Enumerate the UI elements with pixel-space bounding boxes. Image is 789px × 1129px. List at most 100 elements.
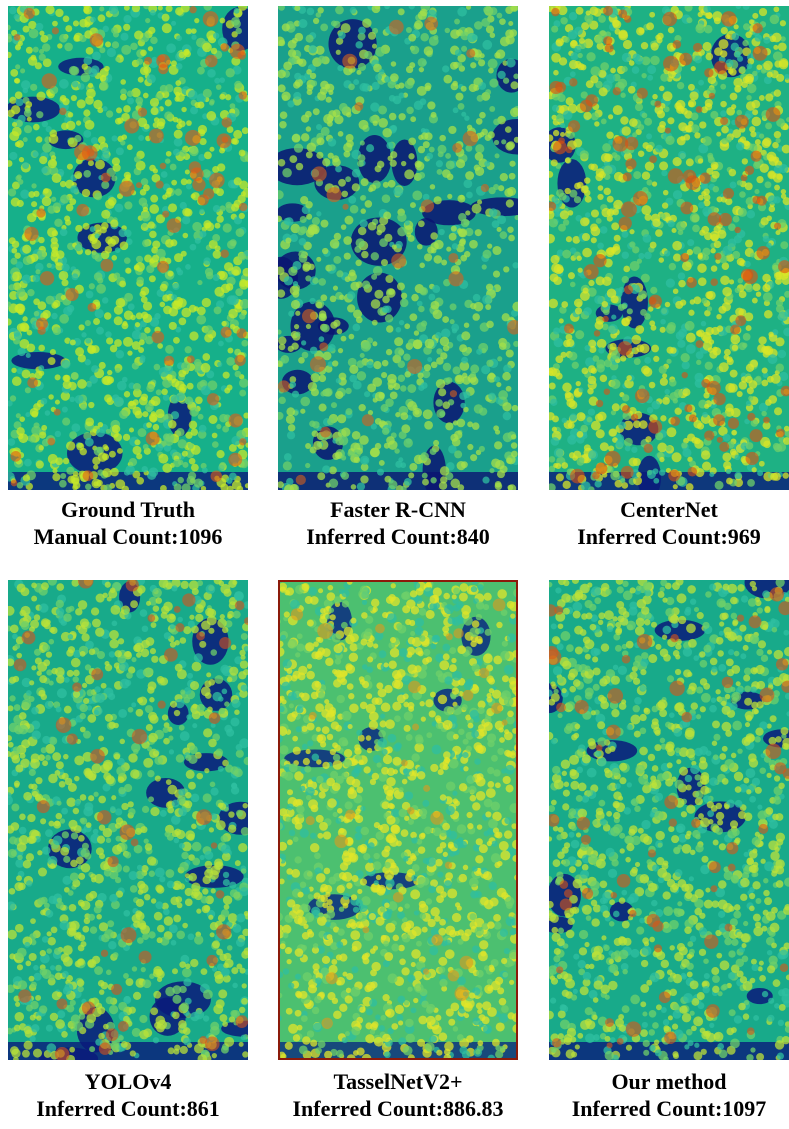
plant-dot xyxy=(720,26,728,35)
plant-dot xyxy=(564,391,572,399)
plant-dot xyxy=(84,249,92,256)
plant-dot xyxy=(374,165,382,173)
plant-dot xyxy=(191,661,202,672)
plant-dot xyxy=(160,611,168,619)
plant-dot xyxy=(514,214,518,221)
plant-dot xyxy=(149,317,160,327)
plant-dot xyxy=(84,802,94,812)
hot-spot xyxy=(688,414,697,423)
plant-dot xyxy=(638,252,645,260)
plant-dot xyxy=(136,864,143,871)
plant-dot xyxy=(115,835,122,842)
plant-dot xyxy=(51,312,58,320)
plant-dot xyxy=(70,657,81,668)
plant-dot xyxy=(612,19,620,28)
plant-dot xyxy=(278,190,284,200)
plant-dot xyxy=(301,340,307,346)
plant-dot xyxy=(102,827,113,838)
plant-dot xyxy=(780,36,786,42)
plant-dot xyxy=(553,20,561,28)
plant-dot xyxy=(659,213,666,220)
plant-dot xyxy=(372,341,378,347)
plant-dot xyxy=(316,137,325,146)
plant-dot xyxy=(596,359,606,369)
plant-dot xyxy=(172,148,181,156)
hot-spot xyxy=(209,172,225,189)
hot-spot xyxy=(342,53,358,69)
plant-dot xyxy=(400,485,407,490)
plant-dot xyxy=(304,110,312,118)
plant-dot xyxy=(39,155,48,165)
plant-dot xyxy=(647,74,654,81)
hot-spot xyxy=(603,36,613,46)
plant-dot xyxy=(378,117,388,128)
hot-spot xyxy=(603,6,614,16)
plant-dot xyxy=(162,463,173,473)
hot-spot xyxy=(740,268,754,281)
plant-dot xyxy=(598,15,606,23)
plant-dot xyxy=(786,117,789,123)
plant-dot xyxy=(728,168,737,177)
plant-dot xyxy=(200,462,207,469)
plant-dot xyxy=(220,1045,229,1054)
plant-dot xyxy=(219,17,226,24)
hot-spot xyxy=(189,6,197,14)
plant-dot xyxy=(328,466,337,475)
plant-dot xyxy=(140,49,147,57)
plant-dot xyxy=(163,364,174,375)
plant-dot xyxy=(119,409,129,419)
plant-dot xyxy=(586,52,596,62)
hot-spot xyxy=(734,114,749,129)
plant-dot xyxy=(723,461,732,470)
plant-dot xyxy=(49,349,56,356)
plant-dot xyxy=(710,110,719,119)
plant-dot xyxy=(202,169,211,178)
plant-dot xyxy=(386,325,394,333)
plant-dot xyxy=(52,326,62,336)
plant-dot xyxy=(184,873,190,879)
plant-dot xyxy=(747,57,755,65)
plant-dot xyxy=(307,382,318,392)
plant-dot xyxy=(492,270,501,278)
plant-dot xyxy=(296,58,304,65)
plant-dot xyxy=(702,461,712,471)
plant-dot xyxy=(746,209,756,219)
plant-dot xyxy=(94,966,104,975)
plant-dot xyxy=(358,26,366,35)
plant-dot xyxy=(17,854,23,861)
plant-dot xyxy=(62,98,70,106)
plant-dot xyxy=(767,354,778,365)
plant-dot xyxy=(492,245,502,256)
plant-dot xyxy=(320,219,329,228)
hot-spot xyxy=(602,315,609,323)
plant-dot xyxy=(347,304,356,313)
plant-dot xyxy=(59,78,69,89)
plant-dot xyxy=(389,151,398,159)
plant-dot xyxy=(703,194,711,201)
plant-dot xyxy=(672,288,679,295)
plant-dot xyxy=(192,221,202,232)
hot-spot xyxy=(648,296,657,305)
plant-dot xyxy=(36,111,44,119)
hot-spot xyxy=(595,462,608,475)
plant-dot xyxy=(21,1049,30,1058)
plant-dot xyxy=(403,438,413,448)
plant-dot xyxy=(783,425,789,432)
hot-spot xyxy=(549,201,557,212)
plant-dot xyxy=(594,35,604,45)
hot-spot xyxy=(188,161,202,174)
plant-dot xyxy=(66,669,74,677)
plant-dot xyxy=(115,298,126,308)
plant-dot xyxy=(322,158,331,167)
plant-dot xyxy=(15,64,21,70)
plant-dot xyxy=(445,377,453,384)
plant-dot xyxy=(680,353,690,363)
plant-dot xyxy=(136,276,145,285)
plant-dot xyxy=(121,112,130,122)
plant-dot xyxy=(123,171,131,179)
plant-dot xyxy=(579,291,590,301)
plant-dot xyxy=(665,278,676,288)
hot-spot xyxy=(624,136,639,151)
plant-dot xyxy=(149,164,156,172)
plant-dot xyxy=(130,42,138,51)
